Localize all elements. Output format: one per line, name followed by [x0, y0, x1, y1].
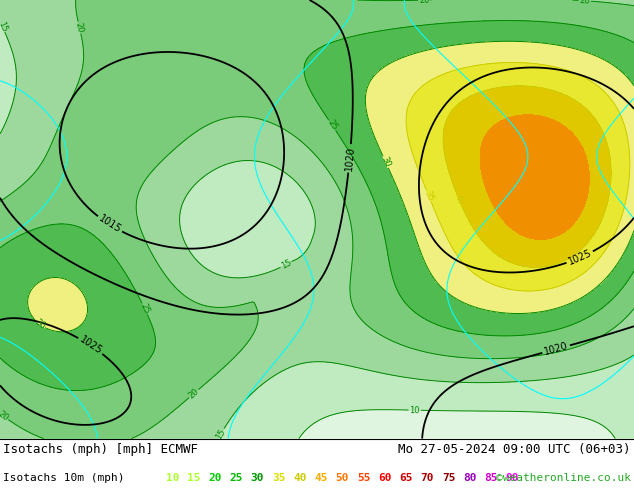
Text: 20: 20: [419, 0, 430, 5]
Text: Isotachs 10m (mph): Isotachs 10m (mph): [3, 473, 125, 483]
Text: 65: 65: [399, 473, 413, 483]
Text: 55: 55: [357, 473, 370, 483]
Text: 20: 20: [187, 387, 201, 400]
Text: 40: 40: [293, 473, 307, 483]
Text: 25: 25: [230, 473, 243, 483]
Text: 20: 20: [0, 409, 10, 423]
Text: 25: 25: [138, 302, 151, 315]
Text: ©weatheronline.co.uk: ©weatheronline.co.uk: [496, 473, 631, 483]
Text: 1015: 1015: [96, 214, 123, 235]
Text: 40: 40: [453, 194, 465, 206]
Text: 75: 75: [442, 473, 455, 483]
Text: 35: 35: [423, 190, 435, 203]
Text: 15: 15: [0, 20, 8, 33]
Text: 1025: 1025: [567, 248, 593, 267]
Text: 20: 20: [74, 22, 85, 34]
Text: 30: 30: [379, 155, 392, 169]
Text: 1020: 1020: [344, 146, 356, 171]
Text: 25: 25: [325, 118, 339, 132]
Text: 15: 15: [214, 427, 228, 441]
Text: 30: 30: [33, 318, 47, 331]
Text: 60: 60: [378, 473, 392, 483]
Text: 1020: 1020: [543, 341, 569, 357]
Text: Isotachs (mph) [mph] ECMWF: Isotachs (mph) [mph] ECMWF: [3, 443, 198, 456]
Text: 50: 50: [335, 473, 349, 483]
Text: 10: 10: [410, 406, 420, 415]
Text: 1025: 1025: [77, 335, 104, 357]
Text: 90: 90: [506, 473, 519, 483]
Text: 15: 15: [187, 473, 200, 483]
Text: 30: 30: [250, 473, 264, 483]
Text: 35: 35: [272, 473, 285, 483]
Text: 20: 20: [579, 0, 590, 5]
Text: 70: 70: [420, 473, 434, 483]
Text: Mo 27-05-2024 09:00 UTC (06+03): Mo 27-05-2024 09:00 UTC (06+03): [398, 443, 631, 456]
Text: 80: 80: [463, 473, 477, 483]
Text: 15: 15: [279, 258, 293, 271]
Text: 45: 45: [314, 473, 328, 483]
Text: 10: 10: [165, 473, 179, 483]
Text: 20: 20: [208, 473, 221, 483]
Text: 85: 85: [484, 473, 498, 483]
